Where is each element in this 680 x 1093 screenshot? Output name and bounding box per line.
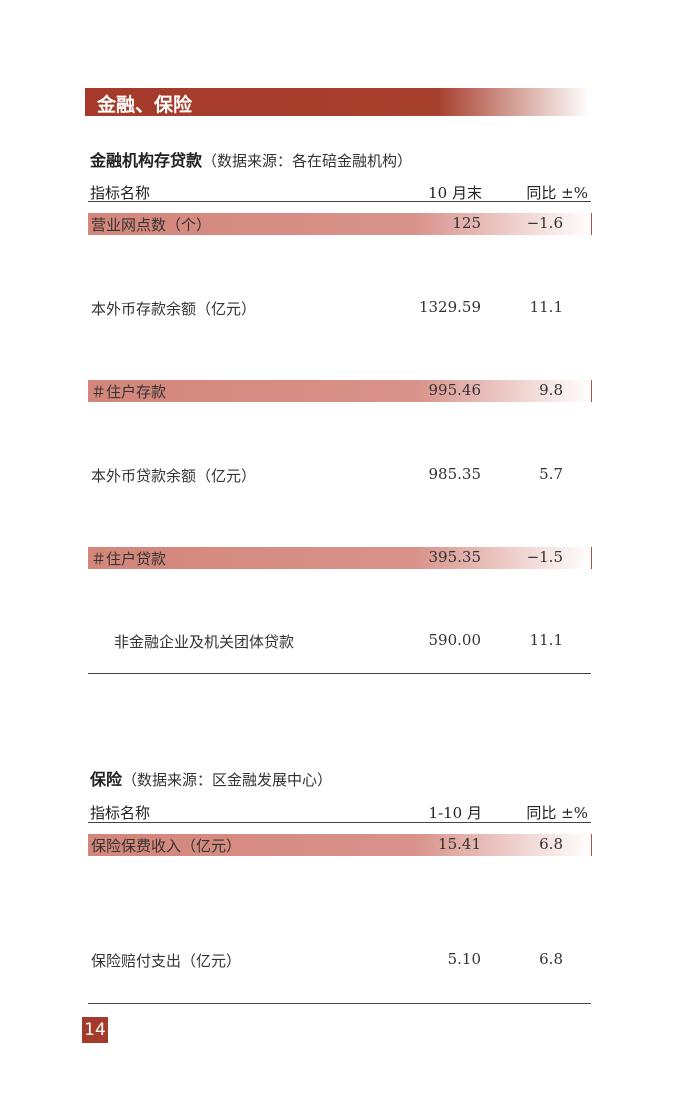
insurance-source: （数据来源：区金融发展中心）: [122, 771, 333, 789]
divider: [88, 673, 591, 674]
table-row: 本外币贷款余额（亿元） 985.35 5.7: [88, 464, 591, 486]
divider: [88, 822, 591, 823]
cell-text: 营业网点数（个）: [91, 216, 212, 234]
divider: [88, 1003, 591, 1004]
table-row: ＃住户贷款 395.35 −1.5: [88, 547, 592, 569]
cell-text: 1329.59: [418, 298, 481, 316]
cell-text: 保险: [90, 770, 123, 789]
cell-text: 590.00: [428, 631, 482, 649]
cell-text: 11.1: [529, 298, 563, 316]
finance-section-title: 金融机构存贷款（数据来源：各在碚金融机构）: [90, 147, 412, 171]
cell-text: 保险保费收入（亿元）: [91, 837, 242, 855]
cell-text: −1.5: [526, 548, 563, 566]
divider: [88, 201, 591, 202]
table-row: 营业网点数（个） 125 −1.6: [88, 213, 592, 235]
cell-text: 6.8: [539, 950, 563, 968]
finance-table-header: 指标名称 10 月末 同比 ±%: [90, 181, 590, 202]
cell-text: 金融机构存贷款: [90, 151, 203, 170]
cell-text: 5.10: [447, 950, 481, 968]
cell-text: 125: [452, 214, 481, 232]
cell-text: 5.7: [539, 465, 563, 483]
insurance-section-title: 保险（数据来源：区金融发展中心）: [90, 766, 332, 790]
cell-text: 6.8: [539, 835, 563, 853]
table-row: ＃住户存款 995.46 9.8: [88, 380, 592, 402]
cell-text: ＃住户贷款: [91, 550, 167, 568]
cell-text: 1-10 月: [428, 804, 482, 822]
cell-text: 保险赔付支出（亿元）: [91, 952, 242, 970]
section-banner: 金融、保险: [85, 88, 590, 116]
cell-text: 指标名称: [90, 184, 151, 202]
cell-text: 非金融企业及机关团体贷款: [114, 633, 295, 651]
insurance-table-header: 指标名称 1-10 月 同比 ±%: [90, 801, 590, 822]
cell-text: 同比 ±%: [526, 184, 588, 202]
cell-text: 985.35: [428, 465, 482, 483]
finance-source: （数据来源：各在碚金融机构）: [202, 152, 413, 170]
cell-text: 995.46: [428, 381, 482, 399]
cell-text: ＃住户存款: [91, 383, 167, 401]
cell-text: −1.6: [526, 214, 563, 232]
cell-text: 指标名称: [90, 804, 151, 822]
cell-text: 11.1: [529, 631, 563, 649]
page-number: 14: [82, 1017, 108, 1043]
table-row: 非金融企业及机关团体贷款 590.00 11.1: [88, 630, 591, 652]
table-row: 保险赔付支出（亿元） 5.10 6.8: [88, 949, 591, 971]
cell-text: 本外币存款余额（亿元）: [91, 300, 257, 318]
table-row: 本外币存款余额（亿元） 1329.59 11.1: [88, 297, 591, 319]
cell-text: 本外币贷款余额（亿元）: [91, 467, 257, 485]
table-row: 保险保费收入（亿元） 15.41 6.8: [88, 834, 592, 856]
banner-title: 金融、保险: [97, 94, 193, 116]
cell-text: 395.35: [428, 548, 482, 566]
cell-text: 9.8: [539, 381, 563, 399]
cell-text: 15.41: [438, 835, 481, 853]
cell-text: 10 月末: [428, 184, 482, 202]
cell-text: 同比 ±%: [526, 804, 588, 822]
